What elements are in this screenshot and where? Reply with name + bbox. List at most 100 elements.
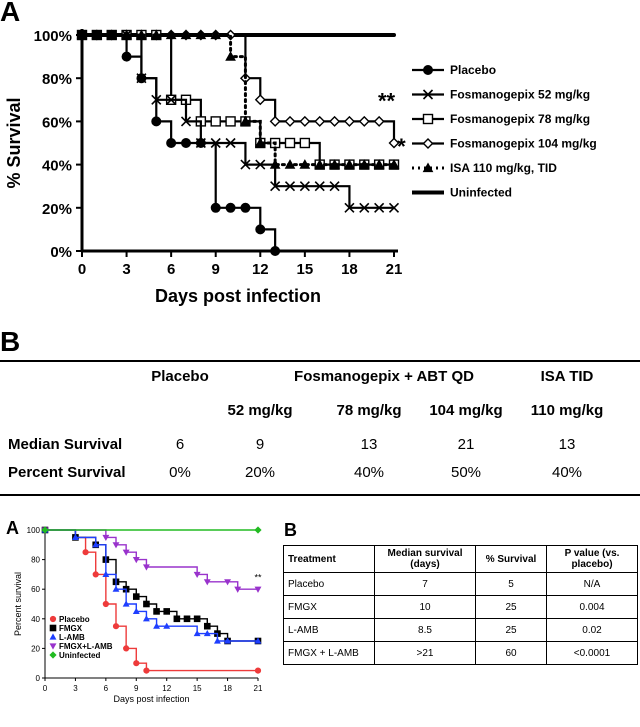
data-point <box>388 137 400 149</box>
percent-isa: 40% <box>551 464 583 481</box>
chart-a2-svg: 0 3 6 9 12 15 18 21 0 20 40 60 80 100 Days post infect… <box>13 526 263 704</box>
data-point <box>314 115 326 127</box>
table-b2-cell: <0.0001 <box>546 641 638 665</box>
data-point <box>102 570 110 577</box>
data-point <box>269 159 281 169</box>
data-point <box>193 629 201 637</box>
data-point <box>132 557 140 564</box>
x-tick-label: 15 <box>193 684 202 693</box>
legend-label: FMGX <box>59 624 83 633</box>
data-point <box>92 571 99 578</box>
data-point <box>203 622 211 630</box>
table-b2-cell: 60 <box>475 641 547 665</box>
median-104: 21 <box>457 436 475 453</box>
data-point <box>92 541 100 548</box>
table-b2-cell: 10 <box>374 595 476 619</box>
median-placebo: 6 <box>175 436 185 453</box>
data-point <box>82 549 89 556</box>
chart-a-svg: 0 3 6 9 12 15 18 21 0% 20% 40% 60% 80% 100% Days post … <box>4 28 597 306</box>
data-point <box>143 667 150 674</box>
x-tick-label: 3 <box>73 684 78 693</box>
y-tick-label: 0 <box>36 674 41 683</box>
data-point <box>112 623 120 630</box>
data-point <box>240 115 251 126</box>
data-point <box>240 159 251 170</box>
data-point <box>299 181 310 192</box>
table-b2-cell: FMGX + L-AMB <box>283 641 375 665</box>
data-point <box>106 30 117 40</box>
data-point <box>180 116 192 127</box>
header-fosmanogepix: Fosmanogepix + ABT QD <box>294 368 474 385</box>
x-tick-label: 9 <box>212 261 220 278</box>
y-tick-label: 100% <box>34 28 72 45</box>
table-b2-header-treatment: Treatment <box>283 545 375 573</box>
data-point <box>210 116 221 127</box>
x-tick-label: 21 <box>254 684 263 693</box>
dose-110: 110 mg/kg <box>530 402 604 419</box>
x-tick-label: 15 <box>297 261 314 278</box>
table-b2-header-median: Median survival (days) <box>374 545 476 573</box>
data-point <box>166 94 177 105</box>
data-point <box>122 549 130 556</box>
data-point <box>133 660 140 667</box>
data-point <box>143 600 150 608</box>
data-point <box>193 615 201 623</box>
data-point <box>224 579 232 586</box>
data-point <box>373 115 385 127</box>
data-point <box>374 202 385 213</box>
y-tick-label: 0% <box>50 244 72 261</box>
legend-marker <box>49 624 57 632</box>
table-b-row-median: Median Survival 6 9 13 21 13 <box>0 430 640 462</box>
percent-104: 50% <box>450 464 482 481</box>
table-b2-cell: FMGX <box>283 595 375 619</box>
table-b2-cell: 25 <box>475 618 547 642</box>
legend-marker <box>49 615 57 623</box>
table-row: Placebo 7 5 N/A <box>283 572 638 596</box>
legend-marker <box>49 643 57 650</box>
legend-label: Fosmanogepix 78 mg/kg <box>450 112 590 126</box>
data-point <box>193 571 201 579</box>
data-point <box>163 608 171 615</box>
percent-placebo: 0% <box>169 464 191 481</box>
row-label-median: Median Survival <box>8 436 123 453</box>
panel-b2-letter: B <box>284 520 297 540</box>
data-point <box>329 181 340 192</box>
data-point <box>284 137 296 149</box>
median-78: 13 <box>360 436 378 453</box>
legend-marker <box>422 162 434 173</box>
data-point <box>136 73 147 84</box>
table-b2-header-row: Treatment Median survival (days) % Survi… <box>283 545 638 573</box>
table-b2-cell: 7 <box>374 572 476 596</box>
x-axis-title: Days post infection <box>113 694 189 704</box>
table-b2-cell: 0.004 <box>546 595 638 619</box>
median-52: 9 <box>255 436 265 453</box>
data-point <box>255 159 266 170</box>
data-point <box>112 585 120 592</box>
table-b-dose-row: 52 mg/kg 78 mg/kg 104 mg/kg 110 mg/kg <box>0 396 640 430</box>
legend-label: Placebo <box>59 615 90 624</box>
table-row: L-AMB 8.5 25 0.02 <box>283 618 638 642</box>
data-point <box>210 29 222 40</box>
table-b2-cell: Placebo <box>283 572 375 596</box>
percent-52: 20% <box>244 464 276 481</box>
dose-52: 52 mg/kg <box>227 402 293 419</box>
x-axis-title: Days post infection <box>155 286 321 306</box>
data-point <box>132 593 140 600</box>
data-point <box>225 137 236 149</box>
significance-annotation: * <box>397 134 406 159</box>
data-point <box>254 586 262 593</box>
data-point <box>71 533 79 540</box>
data-point <box>270 181 281 192</box>
x-tick-label: 6 <box>167 261 175 278</box>
data-point <box>213 637 221 644</box>
table-b2-cell: L-AMB <box>283 618 375 642</box>
percent-78: 40% <box>353 464 385 481</box>
y-tick-label: 80 <box>31 556 40 565</box>
median-isa: 13 <box>558 436 576 453</box>
data-point <box>299 159 311 169</box>
y-tick-label: 80% <box>42 71 72 88</box>
x-tick-label: 18 <box>223 684 232 693</box>
data-point <box>284 115 296 127</box>
dose-104: 104 mg/kg <box>429 402 503 419</box>
data-point <box>102 600 109 608</box>
